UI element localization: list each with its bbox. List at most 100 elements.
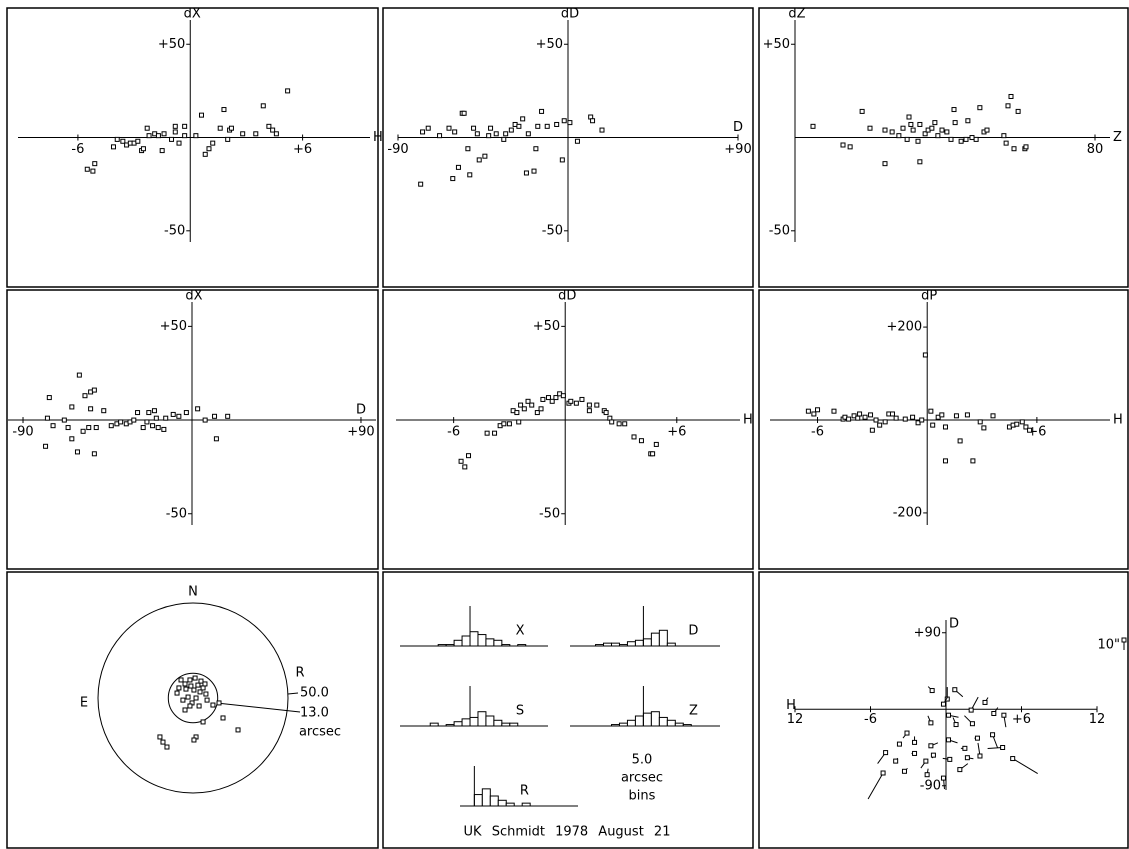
point xyxy=(202,417,208,423)
point xyxy=(805,408,811,414)
point xyxy=(204,697,210,703)
point xyxy=(157,734,163,740)
point xyxy=(969,135,975,141)
point xyxy=(44,415,50,421)
point xyxy=(947,756,953,762)
point xyxy=(559,157,565,163)
point xyxy=(446,125,452,131)
point xyxy=(928,408,934,414)
histogram-bar xyxy=(481,788,491,807)
point xyxy=(944,129,950,135)
point xyxy=(900,125,906,131)
point xyxy=(86,425,92,431)
histogram-bar xyxy=(634,715,644,727)
y-tick-label: -50 xyxy=(166,506,187,521)
point xyxy=(200,685,206,691)
histogram-bar xyxy=(626,719,636,727)
point xyxy=(188,683,194,689)
point xyxy=(868,412,874,418)
x-tick-label: -6 xyxy=(447,425,460,440)
point xyxy=(240,131,246,137)
point xyxy=(484,430,490,436)
point xyxy=(220,715,226,721)
point xyxy=(425,125,431,131)
point xyxy=(893,415,899,421)
histogram-bar xyxy=(485,638,495,647)
point xyxy=(144,125,150,131)
point xyxy=(540,396,546,402)
x-tick-label: +6 xyxy=(1027,425,1046,440)
point xyxy=(896,133,902,139)
histogram-bar xyxy=(642,712,652,727)
point xyxy=(195,682,201,688)
point xyxy=(869,427,875,433)
panel xyxy=(382,7,754,288)
point xyxy=(516,419,522,425)
point xyxy=(216,700,222,706)
point xyxy=(574,138,580,144)
bin-note: 5.0 xyxy=(632,753,653,768)
point xyxy=(893,758,899,764)
radius-circle xyxy=(167,672,219,724)
point xyxy=(172,129,178,135)
point xyxy=(982,699,988,705)
circle-label: 50.0 xyxy=(300,686,329,701)
panel xyxy=(6,289,379,570)
point xyxy=(202,151,208,157)
point xyxy=(76,372,82,378)
point xyxy=(198,678,204,684)
point xyxy=(573,400,579,406)
point xyxy=(859,108,865,114)
point xyxy=(952,687,958,693)
point xyxy=(159,148,165,154)
point xyxy=(69,404,75,410)
point xyxy=(69,436,75,442)
east-label: E xyxy=(80,696,88,711)
y-axis-label: dD xyxy=(561,7,579,22)
point xyxy=(616,421,622,427)
y-tick-label: -50 xyxy=(164,223,185,238)
point xyxy=(857,411,863,417)
x-tick-label: -90 xyxy=(387,142,408,157)
point xyxy=(904,136,910,142)
residual-vector xyxy=(1012,758,1038,774)
point xyxy=(50,423,56,429)
histogram-bar xyxy=(493,719,503,727)
point xyxy=(260,103,266,109)
point xyxy=(549,398,555,404)
point xyxy=(862,414,868,420)
point xyxy=(176,413,182,419)
point xyxy=(146,133,152,139)
bin-note: bins xyxy=(629,789,656,804)
point xyxy=(882,161,888,167)
histogram-name: Z xyxy=(689,704,698,719)
point xyxy=(140,146,146,152)
histogram-bar xyxy=(477,711,487,727)
y-tick-label: -200 xyxy=(893,505,923,520)
point xyxy=(450,176,456,182)
point xyxy=(977,419,983,425)
point xyxy=(553,395,559,401)
point xyxy=(161,426,167,432)
point xyxy=(946,737,952,743)
point xyxy=(84,166,90,172)
point xyxy=(92,161,98,167)
point xyxy=(1001,133,1007,139)
point xyxy=(847,144,853,150)
point xyxy=(1014,421,1020,427)
point xyxy=(525,398,531,404)
point xyxy=(984,127,990,133)
point xyxy=(561,118,567,124)
point xyxy=(108,423,114,429)
point xyxy=(973,136,979,142)
point xyxy=(91,387,97,393)
x-axis-label: Z xyxy=(1113,130,1122,145)
point xyxy=(531,168,537,174)
point xyxy=(974,735,980,741)
histogram-bar xyxy=(658,629,668,647)
point xyxy=(529,402,535,408)
point xyxy=(151,408,157,414)
point xyxy=(952,120,958,126)
panel xyxy=(758,289,1129,570)
